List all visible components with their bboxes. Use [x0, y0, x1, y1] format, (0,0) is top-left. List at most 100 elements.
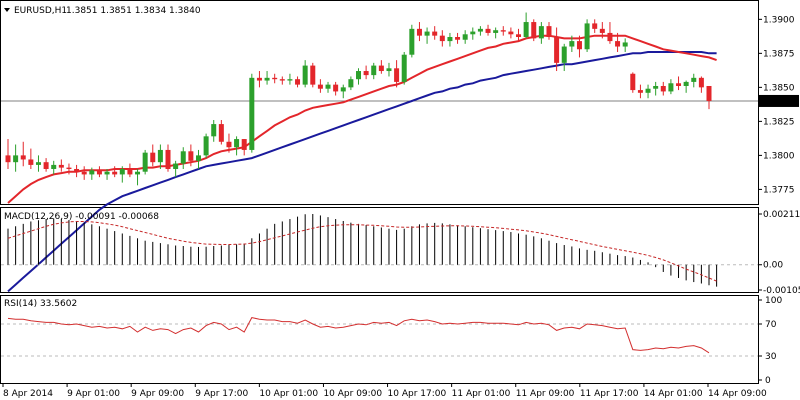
ma-fast-path: [7, 34, 717, 204]
macd-tick-label: -0.00105: [763, 286, 800, 296]
candle-body: [58, 164, 64, 168]
candle-body: [96, 170, 102, 175]
rsi-tick-label: 70: [765, 320, 777, 330]
candle-body: [112, 171, 118, 175]
candle-body: [20, 155, 26, 160]
candle-body: [554, 37, 560, 63]
price-tick-label: 1.3775: [763, 185, 795, 195]
rsi-panel-border: [0, 295, 759, 384]
candle-body: [249, 77, 255, 150]
candle-body: [173, 163, 179, 169]
candle-body: [706, 85, 712, 101]
candle-body: [668, 83, 674, 92]
candle-body: [333, 84, 339, 92]
time-tick-label: 9 Apr 01:00: [67, 389, 120, 399]
candle-body: [226, 141, 232, 148]
time-tick-label: 14 Apr 09:00: [708, 389, 767, 399]
candlestick-series: [5, 12, 712, 186]
price-axis: 1.3900 1.3875 1.3850 1.3825 1.3800 1.3775: [758, 15, 795, 195]
candle-body: [119, 168, 125, 175]
candle-body: [150, 152, 156, 163]
candle-body: [180, 151, 186, 164]
candle-body: [127, 168, 133, 175]
rsi-tick-label: 0: [765, 376, 771, 386]
time-tick-label: 11 Apr 09:00: [516, 389, 575, 399]
candle-body: [135, 171, 141, 175]
candle-body: [188, 151, 194, 161]
candle-body: [13, 155, 19, 163]
rsi-tick-label: 100: [765, 296, 782, 306]
candle-body: [35, 162, 41, 165]
candle-body: [81, 171, 87, 175]
candle-body: [363, 71, 369, 76]
candle-body: [432, 31, 438, 36]
candle-body: [660, 85, 666, 92]
candle-body: [264, 77, 270, 81]
price-tick-label: 1.3825: [763, 117, 795, 127]
time-axis: 8 Apr 2014 9 Apr 01:00 9 Apr 09:00 9 Apr 17…: [2, 383, 767, 399]
candle-body: [439, 35, 445, 42]
candle-body: [256, 77, 262, 81]
macd-title: MACD(12,26,9) -0.00091 -0.00068: [4, 212, 159, 222]
candle-body: [356, 71, 361, 80]
macd-axis: 0.00211 0.00 -0.00105: [1, 210, 800, 296]
ohlc-values: 1.3851 1.3851 1.3834 1.3840: [66, 6, 201, 16]
candle-body: [272, 77, 278, 80]
candle-body: [683, 81, 689, 86]
candle-body: [340, 87, 346, 92]
candle-body: [500, 30, 506, 32]
candle-body: [142, 152, 148, 172]
candle-body: [66, 167, 72, 169]
price-tick-label: 1.3850: [763, 83, 795, 93]
chevron-down-icon[interactable]: [4, 8, 10, 12]
candle-body: [317, 84, 323, 89]
time-tick-label: 8 Apr 2014: [3, 389, 53, 399]
candle-body: [462, 34, 468, 40]
time-tick-label: 11 Apr 01:00: [452, 389, 511, 399]
candle-body: [607, 32, 613, 42]
candle-body: [51, 164, 57, 169]
macd-signal-path: [7, 221, 717, 282]
candle-body: [622, 42, 628, 47]
candle-body: [211, 124, 217, 137]
current-price-box: [759, 94, 799, 107]
rsi-path: [7, 317, 710, 354]
chart-header: EURUSD,H1 1.3851 1.3851 1.3834 1.3840: [4, 6, 201, 16]
candle-body: [584, 23, 590, 50]
macd-tick-label: 0.00: [763, 261, 783, 271]
candle-body: [447, 37, 453, 42]
candle-body: [279, 79, 285, 81]
price-tick-label: 1.3900: [763, 15, 795, 25]
candle-body: [455, 37, 461, 40]
macd-panel-border: [0, 207, 759, 293]
candle-body: [516, 34, 522, 38]
candle-body: [165, 149, 171, 169]
rsi-line: [7, 317, 710, 354]
candle-body: [538, 26, 544, 39]
candle-body: [287, 79, 293, 81]
candle-body: [348, 79, 354, 88]
candle-body: [157, 149, 163, 163]
macd-tick-label: 0.00211: [763, 210, 800, 220]
moving-average-slow: [7, 51, 717, 293]
candle-body: [394, 68, 400, 82]
price-panel-border: [0, 0, 759, 205]
time-tick-label: 14 Apr 01:00: [644, 389, 703, 399]
candle-body: [508, 31, 514, 35]
current-price-label: 1.3840: [759, 94, 799, 107]
candle-body: [546, 26, 552, 38]
candle-body: [89, 170, 95, 175]
candle-body: [218, 124, 224, 142]
candle-body: [470, 31, 476, 35]
candle-body: [325, 84, 331, 89]
time-tick-label: 9 Apr 09:00: [131, 389, 184, 399]
rsi-axis: 100 70 30 0: [1, 296, 782, 386]
macd-signal-line: [7, 221, 717, 282]
candle-body: [195, 155, 201, 161]
moving-average-fast: [7, 34, 717, 204]
candle-body: [599, 28, 605, 33]
candle-body: [409, 28, 415, 55]
candle-body: [698, 77, 704, 88]
